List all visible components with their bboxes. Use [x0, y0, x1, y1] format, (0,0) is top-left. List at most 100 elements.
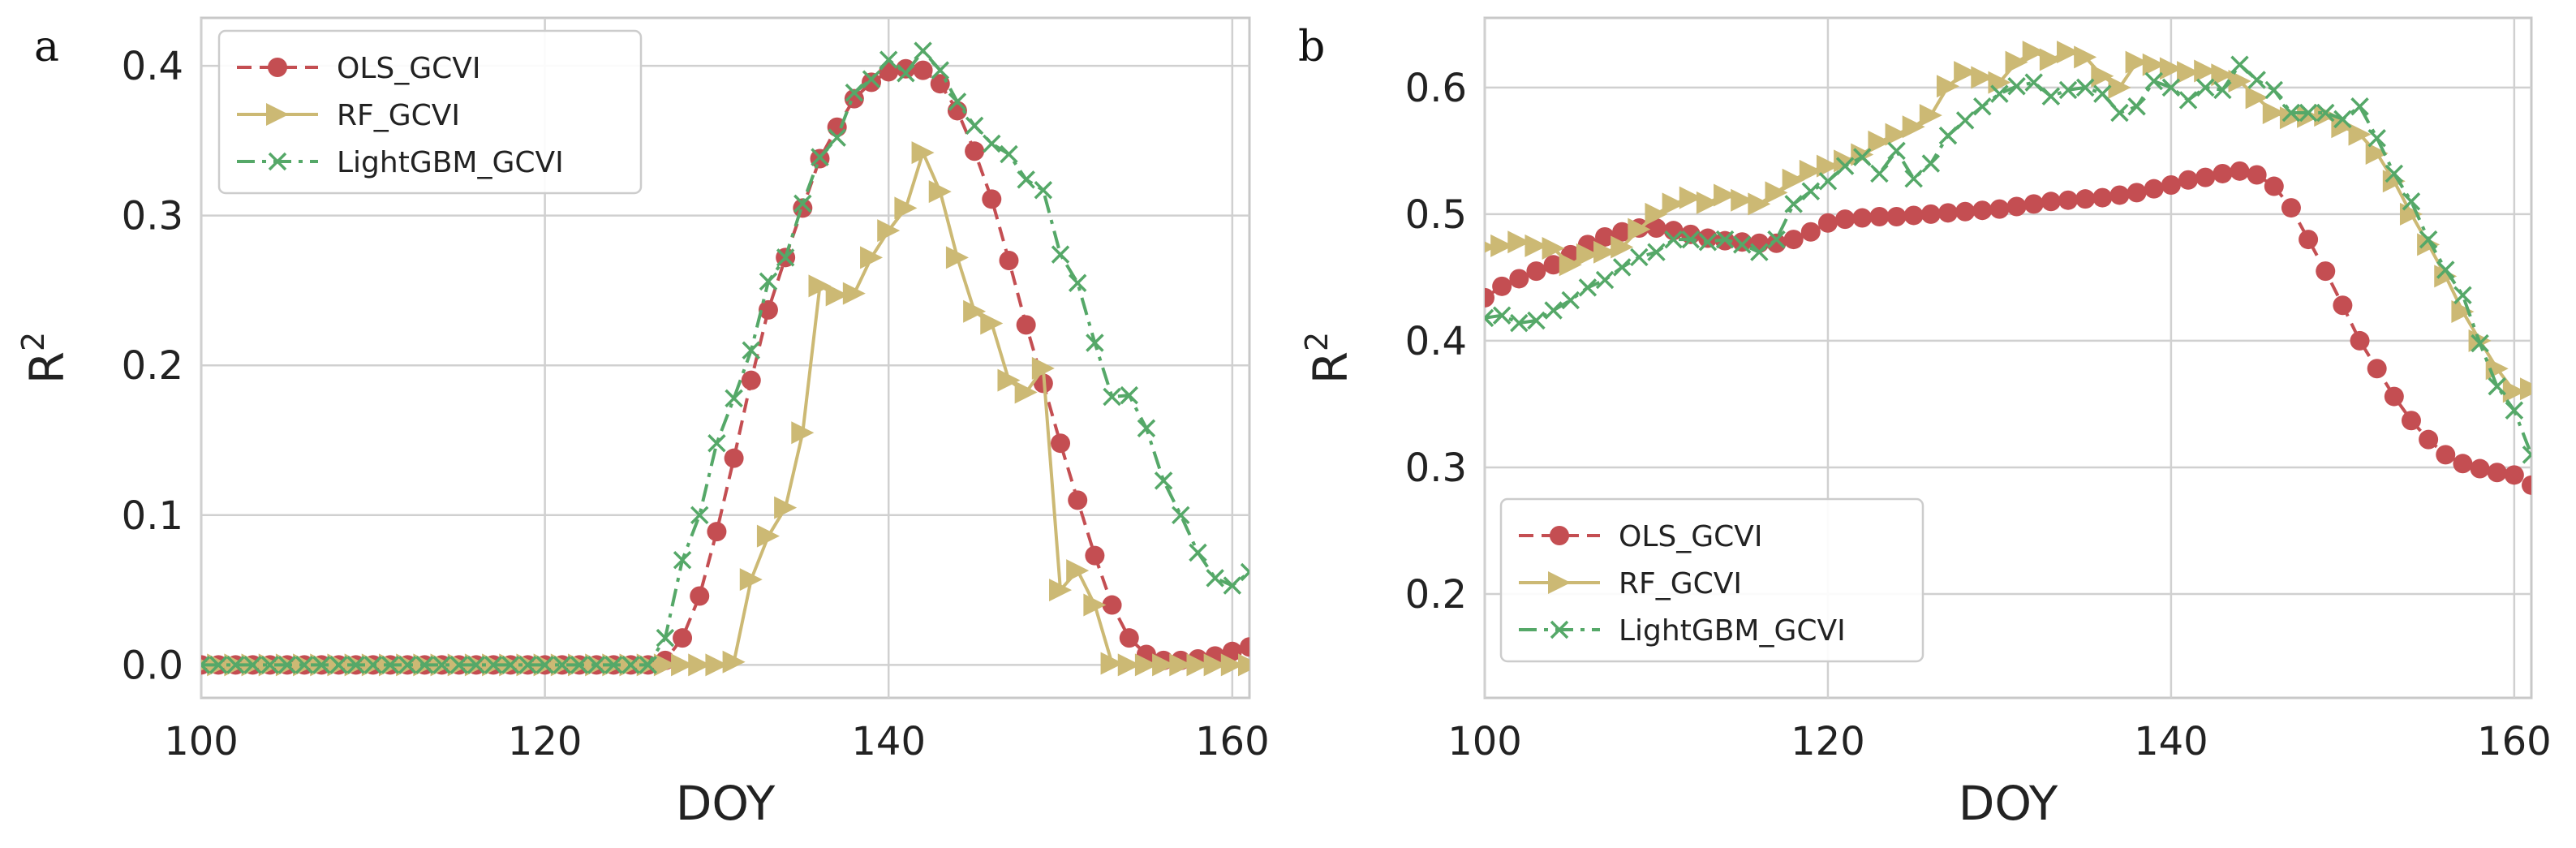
data-point-rf [2502, 380, 2526, 403]
data-point-lgbm [346, 656, 365, 674]
data-point-ols [2316, 261, 2336, 282]
x-tick-label: 100 [164, 719, 239, 764]
data-point-lgbm [2333, 110, 2352, 129]
data-point-lgbm [1887, 141, 1906, 161]
data-point-rf [1542, 237, 1565, 260]
data-point-rf [1525, 234, 1548, 257]
data-point-rf [2211, 63, 2234, 87]
data-point-lgbm [621, 656, 640, 674]
legend-marker-rf [266, 103, 289, 126]
y-axis-title: R2 [15, 332, 75, 385]
data-point-lgbm [983, 134, 1001, 153]
data-point-lgbm [2367, 129, 2386, 148]
data-point-lgbm [1103, 387, 1121, 407]
legend: OLS_GCVI RF_GCVI LightGBM_GCVI [217, 29, 643, 195]
legend-marker-lgbm [268, 152, 287, 171]
data-point-rf [2348, 123, 2372, 146]
data-point-ols [2075, 189, 2096, 209]
data-point-rf [2022, 41, 2045, 64]
data-point-rf [1507, 230, 1531, 254]
data-point-ols [965, 141, 985, 161]
data-point-ols [1852, 208, 1873, 228]
data-point-lgbm [1938, 126, 1958, 145]
data-point-ols [2522, 475, 2531, 495]
data-point-rf [1971, 66, 1994, 89]
data-point-rf [1169, 653, 1193, 677]
data-point-rf [825, 283, 849, 307]
data-point-ols [2367, 359, 2387, 379]
data-point-ols [1492, 276, 1512, 296]
data-point-rf [1238, 653, 1249, 677]
data-point-rf [1782, 168, 1805, 192]
data-point-ols [2470, 458, 2490, 479]
data-point-lgbm [1527, 311, 1546, 330]
data-point-rf [2434, 265, 2458, 288]
data-point-ols [1595, 226, 1615, 247]
data-point-rf [2262, 101, 2286, 125]
data-point-ols [2161, 174, 2181, 195]
data-point-lgbm [776, 248, 795, 267]
y-tick-label: 0.3 [122, 194, 183, 239]
y-tick-label: 0.2 [122, 343, 183, 389]
data-point-ols [1732, 232, 1752, 252]
data-point-ols [2041, 192, 2061, 212]
data-point-lgbm [2264, 80, 2284, 100]
x-axis-title: DOY [1959, 776, 2058, 831]
data-point-lgbm [277, 656, 297, 674]
data-point-ols [2487, 463, 2507, 483]
data-point-lgbm [2488, 377, 2506, 396]
data-point-lgbm [1154, 471, 1173, 490]
data-point-rf [1885, 123, 1908, 146]
data-point-rf [894, 196, 918, 220]
panel-b: 100 120 140 160 0.2 0.3 0.4 0.5 0.6 b DOY R2 OLS_GCV… [1298, 16, 2552, 831]
data-point-ols [1646, 218, 1666, 239]
data-point-ols [2247, 165, 2267, 185]
data-point-lgbm [2161, 78, 2181, 97]
data-point-rf [2279, 106, 2303, 130]
data-point-lgbm [1051, 245, 1070, 264]
data-point-lgbm [1544, 301, 1563, 320]
legend: OLS_GCVI RF_GCVI LightGBM_GCVI [1499, 497, 1924, 663]
data-point-lgbm [2419, 230, 2438, 249]
data-point-rf [1066, 559, 1090, 583]
data-point-rf [860, 246, 884, 269]
data-point-ols [1016, 315, 1036, 335]
data-point-ols [2350, 330, 2370, 351]
data-point-rf [1748, 192, 1771, 216]
data-point-lgbm [1240, 562, 1249, 582]
data-point-lgbm [1017, 170, 1035, 189]
series-line-ols [201, 67, 1249, 667]
y-axis-title-superscript: 2 [15, 332, 51, 351]
data-point-lgbm [2230, 55, 2249, 74]
data-point-rf [2382, 170, 2406, 193]
data-point-ols [2401, 411, 2421, 431]
data-point-rf [2108, 75, 2131, 99]
data-point-rf [1954, 61, 1977, 84]
data-point-lgbm [914, 41, 932, 60]
data-point-rf [1049, 579, 1073, 602]
data-point-lgbm [2024, 73, 2043, 92]
data-point-rf [2331, 115, 2355, 139]
data-point-ols [2230, 161, 2250, 181]
data-point-lgbm [828, 128, 846, 147]
data-point-lgbm [1223, 576, 1242, 595]
data-point-lgbm [553, 656, 572, 674]
x-tick-label: 120 [508, 719, 583, 764]
data-point-ols [2006, 196, 2027, 217]
panel-letter: a [34, 23, 59, 71]
data-point-rf [1490, 234, 1514, 257]
data-point-lgbm [656, 628, 675, 648]
data-point-lgbm [690, 506, 709, 525]
x-tick-label: 120 [1791, 719, 1865, 764]
data-point-rf [739, 568, 763, 592]
data-point-lgbm [2110, 103, 2129, 123]
data-point-rf [1593, 240, 1617, 264]
data-point-lgbm [2471, 334, 2489, 353]
data-point-ols [2144, 179, 2164, 199]
data-point-ols [2453, 454, 2473, 474]
data-point-ols [1102, 595, 1122, 615]
data-point-rf [2417, 233, 2441, 256]
data-point-rf [1100, 652, 1124, 675]
data-point-rf [1902, 115, 1925, 139]
